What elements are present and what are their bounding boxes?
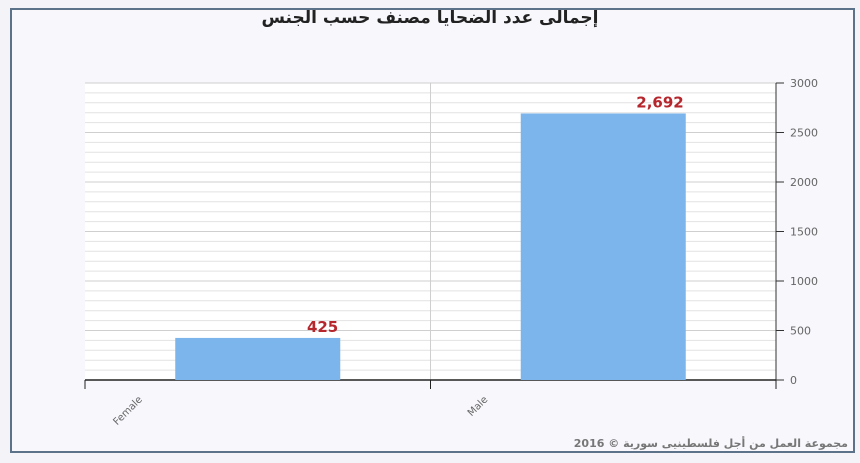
data-label: 425 bbox=[307, 318, 338, 336]
y-tick-label: 1500 bbox=[790, 226, 818, 239]
x-tick-label: Male bbox=[466, 394, 491, 419]
bar-female bbox=[175, 337, 341, 380]
data-label: 2,692 bbox=[636, 93, 683, 111]
y-tick-label: 0 bbox=[790, 374, 797, 387]
bar-male bbox=[520, 113, 686, 380]
y-tick-label: 2000 bbox=[790, 176, 818, 189]
y-tick-label: 2500 bbox=[790, 127, 818, 140]
x-tick-label: Female bbox=[112, 394, 145, 427]
chart-title: إجمالى عدد الضحايا مصنف حسب الجنس bbox=[261, 8, 599, 28]
y-tick-label: 500 bbox=[790, 325, 811, 338]
y-tick-label: 1000 bbox=[790, 275, 818, 288]
y-tick-label: 3000 bbox=[790, 77, 818, 90]
credit-text: مجموعة العمل من أجل فلسطينيى سورية © 201… bbox=[573, 437, 848, 450]
